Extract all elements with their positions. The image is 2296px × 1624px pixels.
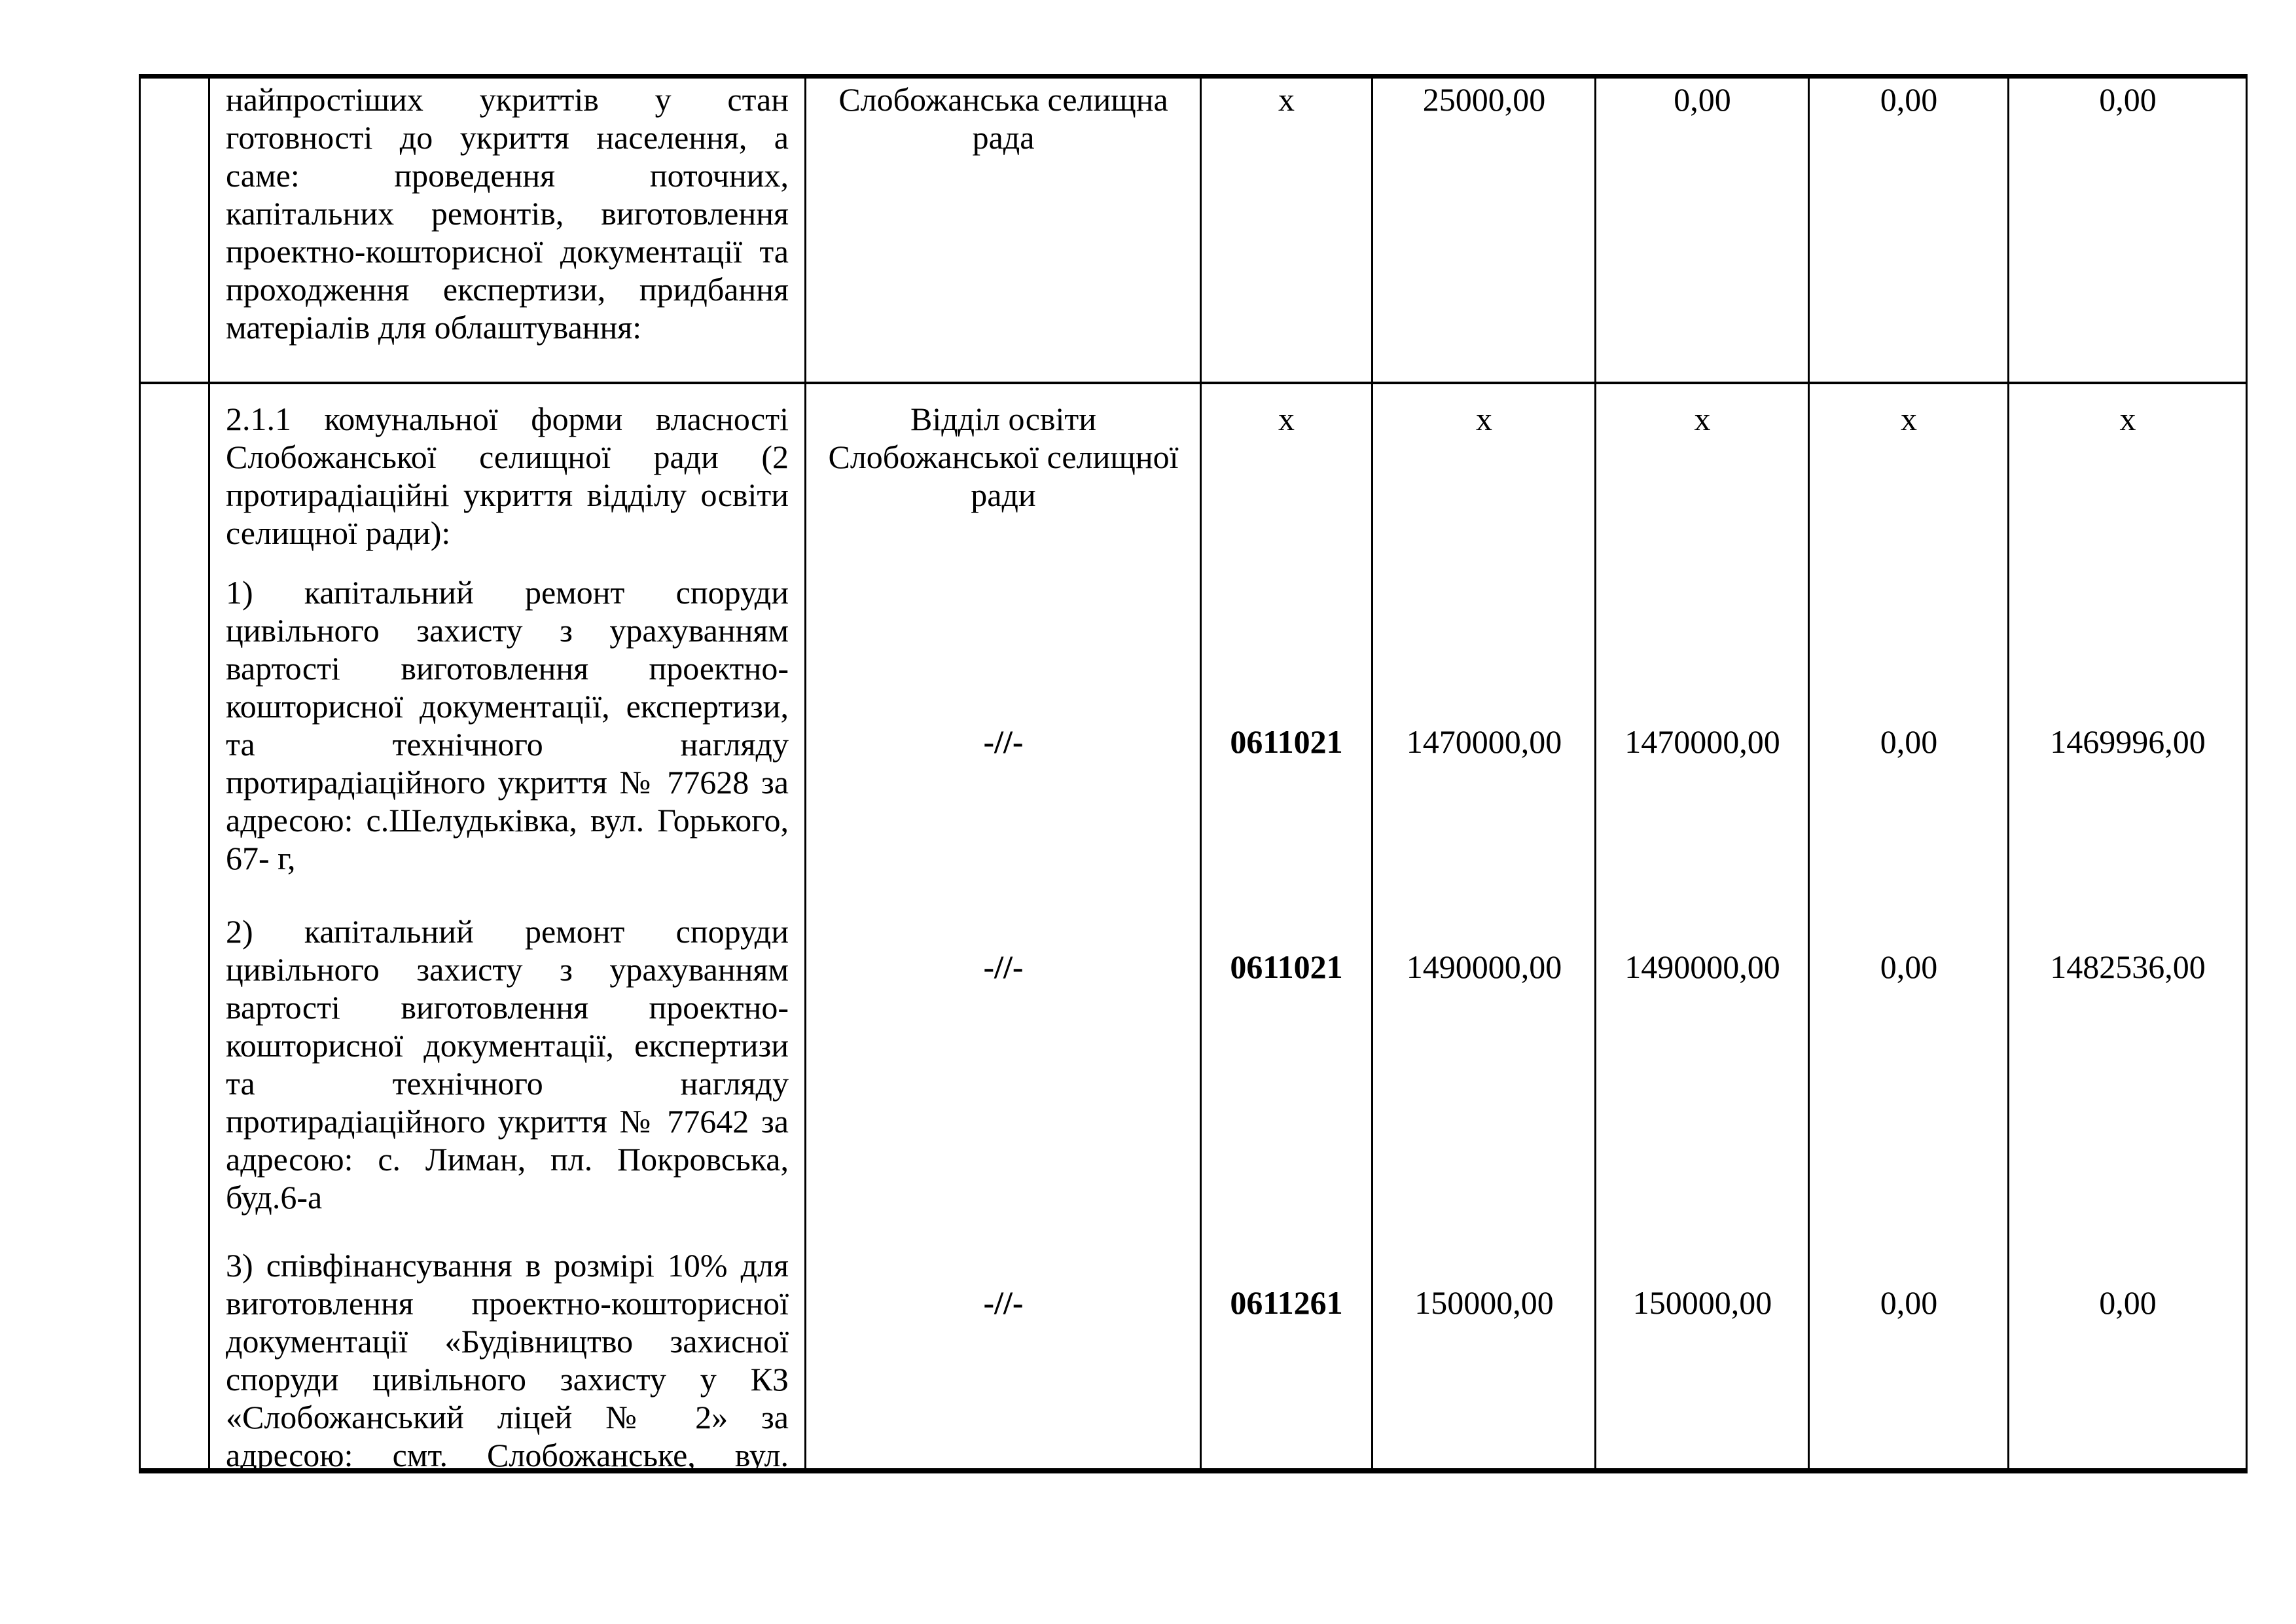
text-line: ради xyxy=(971,477,1036,513)
text-line: документації «Будівництво захисної xyxy=(226,1323,789,1360)
row2-mark-4: x xyxy=(2119,401,2136,437)
text-line: адресою: с.Шелудьківка, вул. Горького, xyxy=(226,802,789,839)
text-line: вартості виготовлення проектно- xyxy=(226,989,789,1026)
item3-code: 0611261 xyxy=(1230,1284,1343,1321)
item1-description: 1) капітальний ремонт споруди цивільного … xyxy=(226,573,789,877)
text-line: 2) капітальний ремонт споруди xyxy=(226,913,789,950)
item3-value-4: 0,00 xyxy=(2099,1284,2157,1321)
text-line: та технічного нагляду xyxy=(226,726,789,763)
item3-value-3: 0,00 xyxy=(1880,1284,1938,1321)
item1-executor-ditto: -//- xyxy=(983,723,1024,760)
text-line: протирадіаційного укриття № 77642 за xyxy=(226,1103,789,1140)
column-divider xyxy=(1808,79,1810,1468)
text-line: «Слобожанський ліцей № 2» за xyxy=(226,1399,789,1435)
column-divider xyxy=(208,79,210,1468)
text-line: капітальних ремонтів, виготовлення xyxy=(226,195,789,232)
text-line: вартості виготовлення проектно- xyxy=(226,650,789,687)
column-divider xyxy=(1200,79,1202,1468)
item2-value-3: 0,00 xyxy=(1880,948,1938,985)
item1-value-4: 1469996,00 xyxy=(2050,723,2206,760)
budget-table: найпростіших укриттів у стан готовності д… xyxy=(139,74,2248,1473)
row1-code-cell: x xyxy=(1278,81,1295,118)
text-line: адресою: с. Лиман, пл. Покровська, xyxy=(226,1141,789,1178)
row2-intro: 2.1.1 комунальної форми власності Слобожа… xyxy=(226,400,789,552)
text-line: 2.1.1 комунальної форми власності xyxy=(226,401,789,437)
text-line: матеріалів для облаштування: xyxy=(226,309,642,346)
row2-mark-3: x xyxy=(1901,401,1917,437)
row2-code-mark: x xyxy=(1278,401,1295,437)
item2-value-4: 1482536,00 xyxy=(2050,948,2206,985)
item2-value-1: 1490000,00 xyxy=(1406,948,1562,985)
text-line: протирадіаційного укриття № 77628 за xyxy=(226,764,789,801)
item2-code: 0611021 xyxy=(1230,948,1343,985)
item3-executor-ditto: -//- xyxy=(983,1284,1024,1321)
item1-value-3: 0,00 xyxy=(1880,723,1938,760)
text-line: 3) співфінансування в розмірі 10% для xyxy=(226,1247,789,1284)
column-divider xyxy=(1371,79,1373,1468)
item3-description: 3) співфінансування в розмірі 10% для виг… xyxy=(226,1246,789,1474)
item3-value-2: 150000,00 xyxy=(1632,1284,1772,1321)
text-line: Слобожанської селищної xyxy=(828,439,1179,475)
item1-code: 0611021 xyxy=(1230,723,1343,760)
text-line: проходження експертизи, придбання xyxy=(226,271,789,308)
row1-value-4: 0,00 xyxy=(2099,81,2157,118)
row1-executor: Слобожанська селищна рада xyxy=(807,81,1200,156)
text-line: проектно-кошторисної документації та xyxy=(226,233,789,270)
text-line: цивільного захисту з урахуванням xyxy=(226,951,789,988)
text-line: споруди цивільного захисту у КЗ xyxy=(226,1361,789,1398)
text-line: 1) капітальний ремонт споруди xyxy=(226,574,789,611)
row1-description: найпростіших укриттів у стан готовності д… xyxy=(226,81,789,346)
item1-value-1: 1470000,00 xyxy=(1406,723,1562,760)
row1-value-2: 0,00 xyxy=(1674,81,1731,118)
column-divider xyxy=(2007,79,2009,1468)
text-line: адресою: смт. Слобожанське, вул. xyxy=(226,1437,789,1473)
text-line: цивільного захисту з урахуванням xyxy=(226,612,789,649)
row1-value-1: 25000,00 xyxy=(1422,81,1546,118)
column-divider xyxy=(804,79,806,1468)
text-line: протирадіаційні укриття відділу освіти xyxy=(226,477,789,513)
item2-description: 2) капітальний ремонт споруди цивільного … xyxy=(226,912,789,1216)
row2-mark-1: x xyxy=(1476,401,1492,437)
text-line: 67- г, xyxy=(226,840,296,876)
text-line: кошторисної документації, експертизи, xyxy=(226,688,789,725)
row1-value-3: 0,00 xyxy=(1880,81,1938,118)
text-line: виготовлення проектно-кошторисної xyxy=(226,1285,789,1322)
text-line: Слобожанська селищна xyxy=(838,81,1168,118)
text-line: буд.6-а xyxy=(226,1179,323,1216)
item2-executor-ditto: -//- xyxy=(983,948,1024,985)
item3-value-1: 150000,00 xyxy=(1414,1284,1554,1321)
text-line: кошторисної документації, експертизи xyxy=(226,1027,789,1064)
text-line: готовності до укриття населення, а xyxy=(226,119,789,156)
text-line: селищної ради): xyxy=(226,514,451,551)
text-line: найпростіших укриттів у стан xyxy=(226,81,789,118)
item2-value-2: 1490000,00 xyxy=(1624,948,1780,985)
text-line: Слобожанської селищної ради (2 xyxy=(226,439,789,475)
item1-value-2: 1470000,00 xyxy=(1624,723,1780,760)
text-line: рада xyxy=(972,119,1035,156)
text-line: та технічного нагляду xyxy=(226,1065,789,1102)
text-line: саме: проведення поточних, xyxy=(226,157,789,194)
column-divider xyxy=(1594,79,1596,1468)
row2-mark-2: x xyxy=(1694,401,1711,437)
row2-executor: Відділ освіти Слобожанської селищної ради xyxy=(807,400,1200,514)
text-line: Відділ освіти xyxy=(910,401,1096,437)
row-divider xyxy=(141,382,2246,384)
